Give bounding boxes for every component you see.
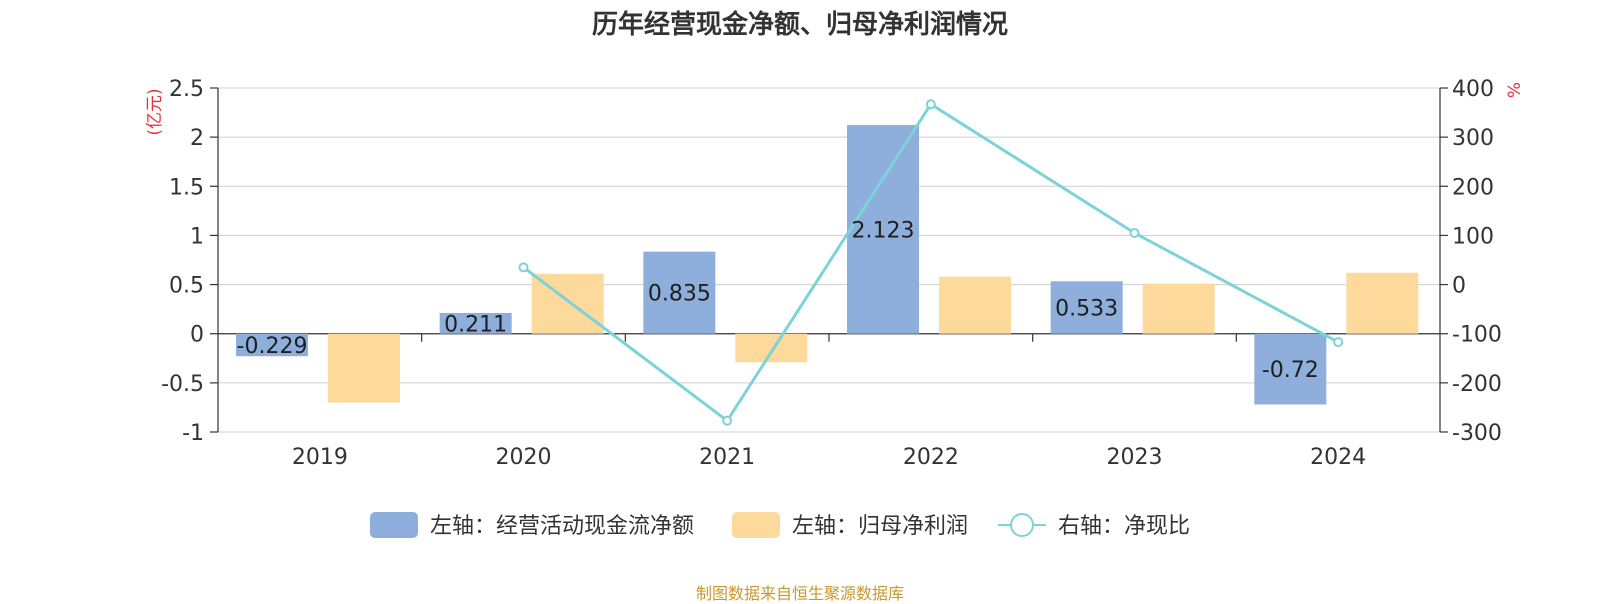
- left-tick-label: 2.5: [169, 77, 204, 102]
- right-tick-label: 400: [1452, 77, 1494, 102]
- legend-marker: [1010, 513, 1034, 537]
- ratio-point: [1129, 227, 1140, 238]
- left-tick-label: -1: [182, 421, 204, 446]
- left-tick-label: 1.5: [169, 175, 204, 200]
- ratio-point: [518, 262, 529, 273]
- legend-swatch: [732, 512, 780, 538]
- legend-item[interactable]: 右轴：净现比: [998, 513, 1190, 539]
- left-tick-label: 2: [190, 126, 204, 151]
- right-tick-label: 300: [1452, 126, 1494, 151]
- category-label: 2021: [699, 445, 755, 470]
- legend-label: 右轴：净现比: [1058, 514, 1190, 539]
- bar-data-label: -0.229: [237, 334, 308, 359]
- bars: [236, 125, 1419, 405]
- legend[interactable]: 左轴：经营活动现金流净额 左轴：归母净利润 右轴：净现比: [370, 512, 1190, 539]
- axes: -1 -0.5 0 0.5 1 1.5 2 2.5(亿元) -300 -200 -100 0 100 20…: [145, 77, 1525, 470]
- legend-item[interactable]: 左轴：归母净利润: [732, 512, 968, 539]
- chart-title: 历年经营现金净额、归母净利润情况: [591, 10, 1008, 40]
- profit-bar: [735, 333, 808, 363]
- left-tick-label: 1: [190, 224, 204, 249]
- cashflow-bar: [643, 251, 716, 334]
- cashflow-bar: [439, 312, 512, 334]
- right-tick-label: 200: [1452, 175, 1494, 200]
- legend-item[interactable]: 左轴：经营活动现金流净额: [370, 512, 694, 539]
- ratio-line: [518, 99, 1344, 426]
- category-label: 2022: [903, 445, 959, 470]
- source-note: 制图数据来自恒生聚源数据库: [695, 584, 904, 603]
- bar-data-label: 2.123: [852, 218, 915, 243]
- profit-bar: [939, 276, 1011, 334]
- legend-label: 左轴：归母净利润: [792, 514, 968, 539]
- cashflow-bar: [236, 333, 308, 357]
- right-tick-label: 100: [1452, 224, 1494, 249]
- profit-bar: [328, 333, 400, 403]
- right-tick-label: 0: [1452, 274, 1466, 299]
- profit-bar: [1346, 272, 1419, 334]
- left-axis-unit: (亿元): [145, 88, 165, 135]
- left-tick-label: -0.5: [161, 372, 204, 397]
- left-tick-label: 0.5: [169, 274, 204, 299]
- data-labels: -0.229 0.211 0.835 2.123 0.533 -0.72: [237, 218, 1319, 383]
- cashflow-bar: [847, 125, 919, 334]
- category-label: 2020: [496, 445, 552, 470]
- bar-data-label: 0.835: [648, 282, 711, 307]
- grid-lines: [218, 87, 1440, 433]
- category-label: 2023: [1107, 445, 1163, 470]
- ratio-point: [925, 99, 936, 110]
- right-tick-label: -200: [1452, 372, 1502, 397]
- cashflow-bar: [1254, 333, 1327, 405]
- legend-swatch: [370, 512, 418, 538]
- category-label: 2019: [292, 445, 348, 470]
- legend-label: 左轴：经营活动现金流净额: [430, 514, 694, 539]
- left-tick-label: 0: [190, 323, 204, 348]
- profit-bar: [1142, 283, 1215, 334]
- right-tick-label: -300: [1452, 421, 1502, 446]
- bar-data-label: 0.533: [1055, 297, 1118, 322]
- ratio-point: [1333, 337, 1344, 348]
- right-axis-unit: %: [1505, 82, 1525, 98]
- bar-data-label: -0.72: [1262, 358, 1319, 383]
- bar-data-label: 0.211: [444, 312, 507, 337]
- cashflow-bar: [1050, 281, 1123, 334]
- ratio-point: [722, 415, 733, 426]
- category-label: 2024: [1310, 445, 1366, 470]
- right-tick-label: -100: [1452, 323, 1502, 348]
